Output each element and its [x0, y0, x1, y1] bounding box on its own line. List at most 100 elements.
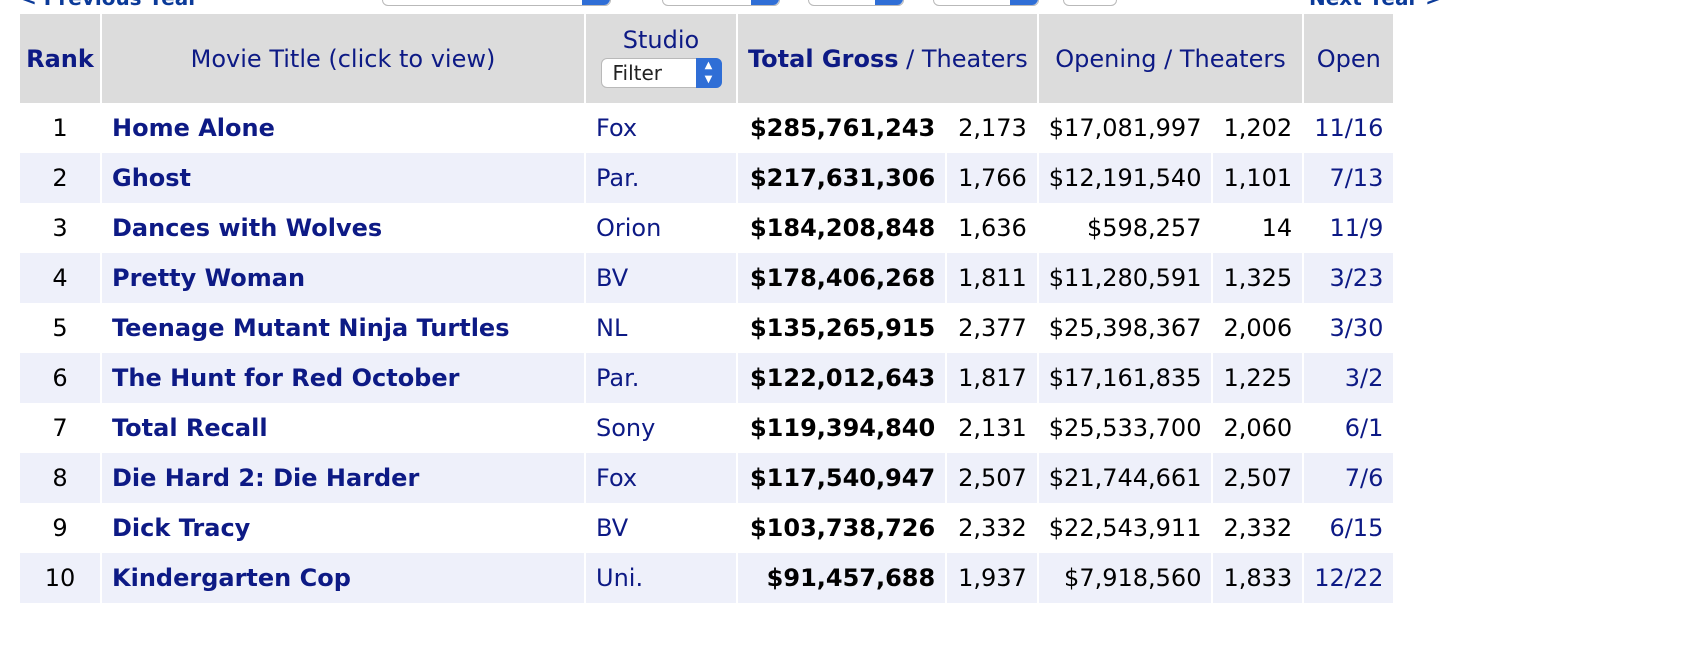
studio-cell: Sony — [586, 403, 736, 453]
opening-gross-cell: $17,161,835 — [1038, 353, 1212, 403]
rank-cell: 1 — [20, 103, 100, 153]
open-date-link[interactable]: 6/15 — [1329, 514, 1384, 542]
chevron-updown-icon: ▲ — [582, 0, 610, 5]
title-cell: Dances with Wolves — [102, 203, 584, 253]
title-header-label: Movie Title (click to view) — [190, 44, 496, 73]
studio-link[interactable]: Uni. — [596, 564, 644, 592]
title-cell: Kindergarten Cop — [102, 553, 584, 603]
top-filter-select-4[interactable]: ▲ — [933, 0, 1039, 6]
movie-title-link[interactable]: Total Recall — [112, 414, 268, 442]
movie-title-link[interactable]: Kindergarten Cop — [112, 564, 351, 592]
rank-cell: 4 — [20, 253, 100, 303]
studio-link[interactable]: Fox — [596, 114, 638, 142]
title-column-header[interactable]: Movie Title (click to view) — [102, 14, 584, 103]
opening-gross-cell: $7,918,560 — [1038, 553, 1212, 603]
movie-title-link[interactable]: Pretty Woman — [112, 264, 306, 292]
studio-cell: Fox — [586, 103, 736, 153]
open-date-cell: 12/22 — [1304, 553, 1394, 603]
opening-gross-cell: $12,191,540 — [1038, 153, 1212, 203]
open-date-cell: 7/6 — [1304, 453, 1394, 503]
open-date-link[interactable]: 11/16 — [1314, 114, 1384, 142]
opening-gross-cell: $598,257 — [1038, 203, 1212, 253]
studio-link[interactable]: BV — [596, 264, 629, 292]
total-gross-cell: $103,738,726 — [738, 503, 946, 553]
title-cell: Total Recall — [102, 403, 584, 453]
open-date-link[interactable]: 11/9 — [1329, 214, 1384, 242]
opening-theaters-cell: 1,225 — [1213, 353, 1303, 403]
opening-gross-cell: $11,280,591 — [1038, 253, 1212, 303]
table-row: 7 Total Recall Sony $119,394,840 2,131 $25,53… — [20, 403, 1394, 453]
table-row: 6 The Hunt for Red October Par. $122,012,64… — [20, 353, 1394, 403]
opening-theaters-cell: 1,101 — [1213, 153, 1303, 203]
rank-cell: 8 — [20, 453, 100, 503]
movie-title-link[interactable]: Dances with Wolves — [112, 214, 383, 242]
total-gross-cell: $135,265,915 — [738, 303, 946, 353]
rank-cell: 2 — [20, 153, 100, 203]
open-date-link[interactable]: 3/2 — [1344, 364, 1384, 392]
rank-cell: 5 — [20, 303, 100, 353]
total-theaters-cell: 2,377 — [947, 303, 1037, 353]
opening-theaters-cell: 1,202 — [1213, 103, 1303, 153]
table-row: 3 Dances with Wolves Orion $184,208,848 1,63… — [20, 203, 1394, 253]
movie-title-link[interactable]: The Hunt for Red October — [112, 364, 460, 392]
total-gross-cell: $122,012,643 — [738, 353, 946, 403]
table-row: 4 Pretty Woman BV $178,406,268 1,811 $11,280,… — [20, 253, 1394, 303]
studio-cell: Par. — [586, 153, 736, 203]
title-cell: Teenage Mutant Ninja Turtles — [102, 303, 584, 353]
open-date-link[interactable]: 6/1 — [1344, 414, 1384, 442]
studio-link[interactable]: BV — [596, 514, 629, 542]
open-date-cell: 11/16 — [1304, 103, 1394, 153]
open-date-link[interactable]: 3/23 — [1329, 264, 1384, 292]
studio-link[interactable]: Par. — [596, 164, 640, 192]
movie-title-link[interactable]: Die Hard 2: Die Harder — [112, 464, 420, 492]
studio-link[interactable]: NL — [596, 314, 628, 342]
studio-header-label[interactable]: Studio — [622, 25, 700, 54]
rank-cell: 7 — [20, 403, 100, 453]
studio-filter-select[interactable]: Filter ▲ ▼ — [600, 57, 722, 88]
open-date-cell: 3/23 — [1304, 253, 1394, 303]
box-office-table-container: Rank Movie Title (click to view) Studio … — [20, 14, 1395, 603]
movie-title-link[interactable]: Teenage Mutant Ninja Turtles — [112, 314, 510, 342]
studio-cell: Fox — [586, 453, 736, 503]
open-date-link[interactable]: 3/30 — [1329, 314, 1384, 342]
studio-cell: Par. — [586, 353, 736, 403]
total-theaters-cell: 1,636 — [947, 203, 1037, 253]
open-date-column-header[interactable]: Open — [1304, 14, 1394, 103]
total-gross-cell: $178,406,268 — [738, 253, 946, 303]
opening-column-header: Opening / Theaters — [1038, 14, 1303, 103]
movie-title-link[interactable]: Home Alone — [112, 114, 275, 142]
open-date-cell: 6/15 — [1304, 503, 1394, 553]
rank-column-header[interactable]: Rank — [20, 14, 100, 103]
movie-title-link[interactable]: Ghost — [112, 164, 192, 192]
studio-link[interactable]: Fox — [596, 464, 638, 492]
previous-year-link[interactable]: < Previous Year — [20, 0, 198, 10]
open-date-cell: 11/9 — [1304, 203, 1394, 253]
studio-link[interactable]: Orion — [596, 214, 662, 242]
open-date-link[interactable]: 7/6 — [1344, 464, 1384, 492]
studio-cell: NL — [586, 303, 736, 353]
open-date-link[interactable]: 12/22 — [1314, 564, 1384, 592]
title-cell: Dick Tracy — [102, 503, 584, 553]
total-theaters-header-link[interactable]: Theaters — [921, 44, 1028, 73]
top-go-button[interactable] — [1063, 0, 1117, 6]
table-header-row: Rank Movie Title (click to view) Studio … — [20, 14, 1394, 103]
opening-gross-cell: $17,081,997 — [1038, 103, 1212, 153]
total-theaters-cell: 2,332 — [947, 503, 1037, 553]
total-gross-header-link[interactable]: Total Gross — [748, 44, 899, 73]
title-cell: Die Hard 2: Die Harder — [102, 453, 584, 503]
next-year-link[interactable]: Next Year > — [1309, 0, 1442, 10]
chevron-updown-icon: ▲ ▼ — [695, 57, 722, 88]
opening-theaters-header-link[interactable]: Theaters — [1179, 44, 1286, 73]
total-gross-cell: $285,761,243 — [738, 103, 946, 153]
top-filter-select-1[interactable]: ▲ — [382, 0, 611, 6]
studio-link[interactable]: Sony — [596, 414, 656, 442]
total-theaters-cell: 2,131 — [947, 403, 1037, 453]
open-date-link[interactable]: 7/13 — [1329, 164, 1384, 192]
studio-link[interactable]: Par. — [596, 364, 640, 392]
open-date-cell: 7/13 — [1304, 153, 1394, 203]
opening-gross-cell: $25,533,700 — [1038, 403, 1212, 453]
top-filter-select-3[interactable]: ▲ — [808, 0, 904, 6]
top-filter-select-2[interactable]: ▲ — [662, 0, 780, 6]
movie-title-link[interactable]: Dick Tracy — [112, 514, 251, 542]
opening-header-link[interactable]: Opening — [1055, 44, 1157, 73]
